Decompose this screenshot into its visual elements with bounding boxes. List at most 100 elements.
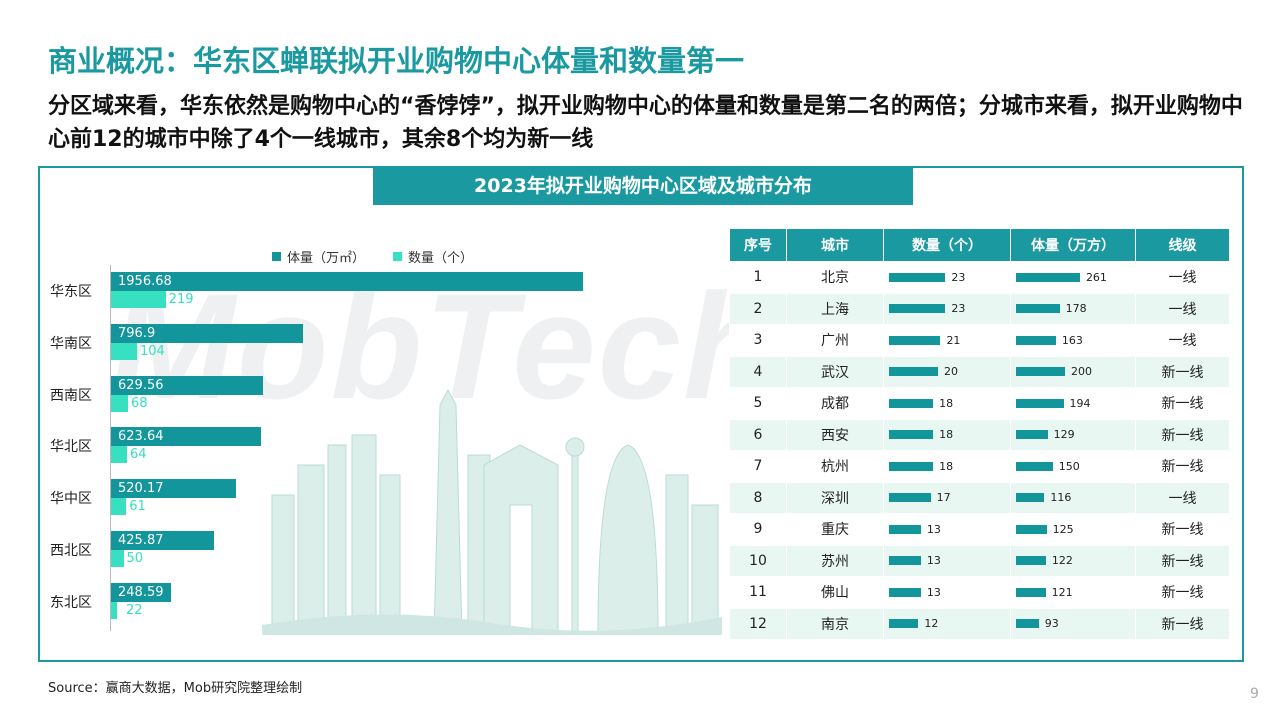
city-cell: 西安 — [786, 418, 884, 451]
rank-cell: 8 — [729, 481, 787, 514]
legend-label-volume: 体量（万㎡） — [287, 251, 366, 266]
count-cell-bar — [889, 398, 934, 408]
count-bar — [111, 498, 127, 516]
count-cell: 12 — [883, 607, 1011, 640]
count-cell: 21 — [883, 324, 1011, 357]
count-cell-label: 21 — [946, 333, 961, 347]
count-data-label: 68 — [131, 395, 148, 411]
count-cell-bar — [889, 461, 934, 471]
tier-cell: 一线 — [1135, 292, 1230, 325]
chart-banner: 2023年拟开业购物中心区域及城市分布 — [373, 168, 913, 205]
count-cell-label: 13 — [926, 585, 941, 599]
volume-data-label: 520.17 — [118, 481, 164, 497]
legend-item-count: 数量（个） — [393, 247, 473, 266]
col-header-tier: 线级 — [1135, 228, 1230, 262]
city-cell: 武汉 — [786, 355, 884, 388]
volume-cell-bar — [1016, 493, 1045, 503]
category-label: 东北区 — [50, 594, 92, 611]
table-row: 9 重庆 13 125 新一线 — [729, 513, 1230, 546]
table-row: 10 苏州 13 122 新一线 — [729, 544, 1230, 577]
city-table: 序号 城市 数量（个） 体量（万方） 线级 1 北京 23 261 一线 2 上海 23 178… — [729, 228, 1230, 640]
count-cell-label: 18 — [939, 396, 954, 410]
volume-bar — [111, 479, 237, 499]
legend-item-volume: 体量（万㎡） — [272, 247, 365, 266]
volume-bar — [111, 427, 262, 447]
rank-cell: 2 — [729, 292, 787, 325]
volume-cell-bar — [1016, 335, 1056, 345]
volume-bar — [111, 323, 304, 343]
city-cell: 佛山 — [786, 576, 884, 609]
volume-cell-bar — [1016, 304, 1060, 314]
volume-data-label: 248.59 — [118, 584, 164, 600]
legend-swatch-count — [393, 252, 403, 261]
count-cell-bar — [889, 304, 946, 314]
count-bar — [111, 394, 128, 412]
volume-cell-label: 122 — [1051, 554, 1073, 568]
tier-cell: 一线 — [1135, 324, 1230, 357]
volume-data-label: 1956.68 — [118, 274, 172, 289]
table-row: 4 武汉 20 200 新一线 — [729, 355, 1230, 388]
count-cell: 18 — [883, 387, 1011, 420]
count-cell: 13 — [883, 544, 1011, 577]
volume-bar — [111, 272, 583, 291]
count-data-label: 104 — [140, 343, 165, 359]
volume-cell: 122 — [1010, 544, 1136, 577]
city-cell: 苏州 — [786, 544, 884, 577]
count-data-label: 50 — [126, 551, 144, 566]
category-label: 西南区 — [50, 387, 92, 404]
tier-cell: 新一线 — [1135, 418, 1230, 451]
count-bar — [111, 601, 117, 619]
volume-cell-bar — [1016, 398, 1064, 408]
count-cell: 23 — [883, 292, 1011, 325]
volume-cell-bar — [1016, 367, 1065, 377]
table-header-row: 序号 城市 数量（个） 体量（万方） 线级 — [729, 228, 1230, 262]
volume-cell: 163 — [1010, 324, 1136, 357]
rank-cell: 12 — [729, 607, 787, 640]
count-cell: 13 — [883, 576, 1011, 609]
volume-cell-label: 116 — [1050, 491, 1072, 505]
tier-cell: 新一线 — [1135, 607, 1230, 640]
page-subtitle: 分区域来看，华东依然是购物中心的“香饽饽”，拟开业购物中心的体量和数量是第二名的… — [48, 94, 1243, 152]
volume-data-label: 425.87 — [118, 533, 164, 548]
city-cell: 上海 — [786, 292, 884, 325]
count-cell-bar — [889, 493, 931, 503]
count-cell-label: 23 — [951, 270, 966, 284]
volume-bar — [111, 531, 214, 550]
col-header-city: 城市 — [786, 228, 884, 262]
volume-cell: 200 — [1010, 355, 1136, 388]
volume-cell-bar — [1016, 619, 1039, 629]
volume-data-label: 623.64 — [118, 429, 164, 445]
volume-cell: 150 — [1010, 450, 1136, 483]
volume-data-label: 796.9 — [118, 325, 156, 341]
city-cell: 广州 — [786, 324, 884, 357]
city-cell: 成都 — [786, 387, 884, 420]
category-label: 华中区 — [50, 491, 92, 508]
volume-cell-label: 200 — [1071, 365, 1092, 379]
volume-cell-label: 163 — [1061, 333, 1083, 347]
volume-cell-label: 261 — [1085, 270, 1107, 284]
volume-cell-label: 129 — [1053, 428, 1075, 442]
volume-bar — [111, 582, 171, 602]
count-cell-bar — [889, 619, 919, 629]
volume-cell: 121 — [1010, 576, 1136, 609]
count-bar — [111, 291, 166, 308]
col-header-count: 数量（个） — [883, 228, 1011, 262]
volume-cell-label: 178 — [1065, 302, 1087, 316]
volume-cell-bar — [1016, 430, 1048, 440]
count-cell: 18 — [883, 450, 1011, 483]
count-data-label: 219 — [168, 292, 194, 307]
table-row: 6 西安 18 129 新一线 — [729, 418, 1230, 451]
volume-cell: 129 — [1010, 418, 1136, 451]
count-cell: 17 — [883, 481, 1011, 514]
count-cell-bar — [889, 272, 946, 282]
count-cell-label: 12 — [924, 617, 939, 631]
category-label: 华南区 — [50, 335, 92, 352]
category-label: 西北区 — [50, 543, 92, 559]
count-cell-label: 17 — [936, 491, 951, 505]
count-cell-bar — [889, 556, 921, 566]
count-cell-bar — [889, 587, 921, 597]
chart-axis — [110, 265, 111, 631]
rank-cell: 7 — [729, 450, 787, 483]
table-row: 1 北京 23 261 一线 — [729, 261, 1230, 294]
volume-cell-label: 125 — [1052, 522, 1074, 536]
